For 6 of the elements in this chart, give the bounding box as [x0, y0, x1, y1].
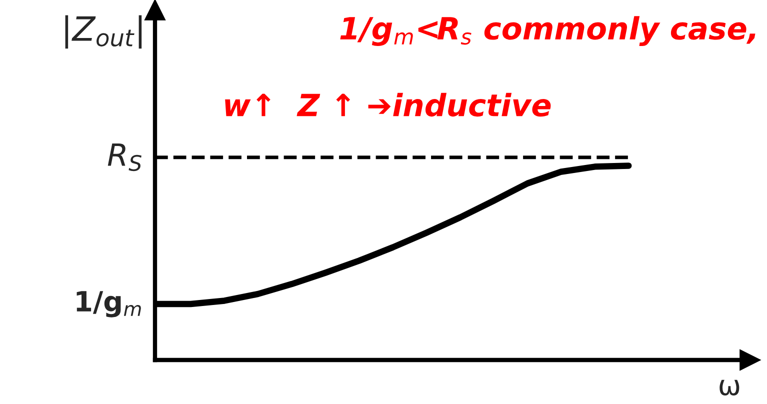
x-axis-title: ω: [720, 380, 740, 396]
annotation: 1/g$_{m}$: [76, 291, 141, 318]
chart-title: 1/g$_{m}$<R$_{s}$ commonly case,: [340, 16, 756, 46]
chart-subtitle: w↑ Z ↑ ➔inductive: [225, 92, 551, 117]
ref-line-label: R$_{S}$: [108, 143, 142, 172]
y-axis-title: |Z$_{out}$|: [65, 15, 142, 49]
